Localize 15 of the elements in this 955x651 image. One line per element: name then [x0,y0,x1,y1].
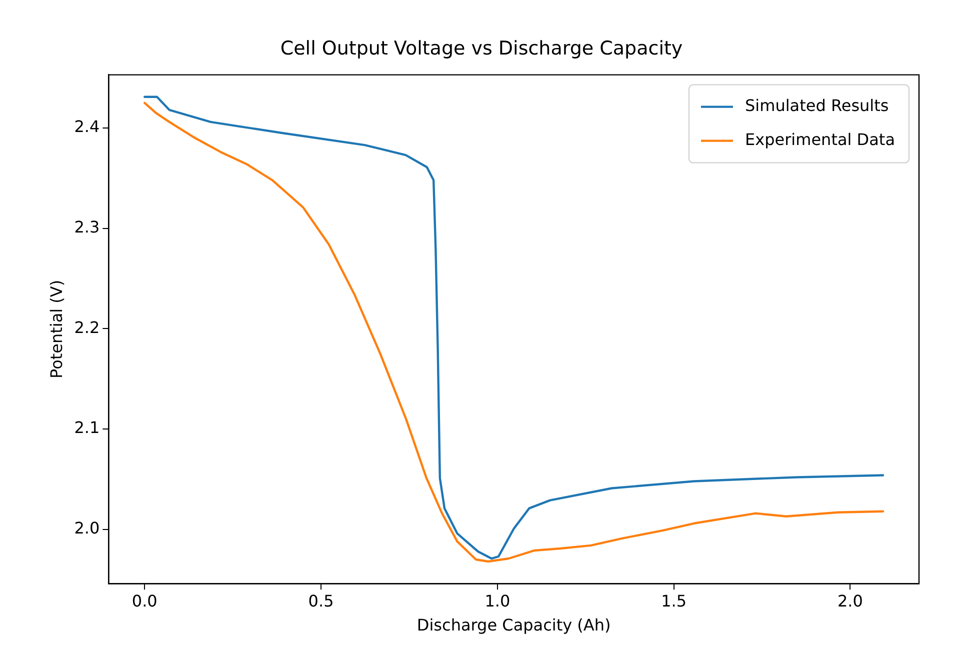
legend-label: Experimental Data [745,130,895,149]
y-tick-label: 2.3 [74,218,100,236]
x-axis-title: Discharge Capacity (Ah) [416,616,611,635]
y-axis-title: Potential (V) [46,280,66,379]
x-tick-label: 2.0 [837,591,863,610]
chart-title: Cell Output Voltage vs Discharge Capacity [280,37,683,60]
x-tick-label: 0.5 [308,591,334,610]
y-tick-label: 2.1 [74,418,100,438]
y-tick-label: 2.2 [74,318,100,337]
y-tick-label: 2.0 [74,518,100,538]
x-tick-label: 0.0 [132,591,158,610]
legend-label: Simulated Results [745,96,889,115]
y-tick-label: 2.4 [74,117,100,136]
x-tick-label: 1.5 [661,591,687,610]
x-tick-label: 1.0 [484,591,510,610]
